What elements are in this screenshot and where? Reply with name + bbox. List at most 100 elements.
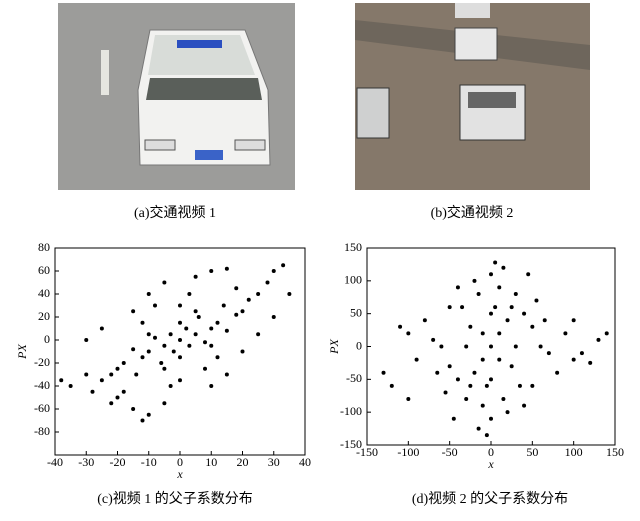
y-tick-label: -20 bbox=[34, 355, 50, 369]
point bbox=[116, 396, 120, 400]
point bbox=[477, 427, 481, 431]
point bbox=[489, 417, 493, 421]
point bbox=[84, 338, 88, 342]
point bbox=[539, 345, 543, 349]
point bbox=[543, 318, 547, 322]
point bbox=[501, 266, 505, 270]
caption-b: (b)交通视频 2 bbox=[431, 204, 514, 221]
point bbox=[162, 367, 166, 371]
point bbox=[194, 309, 198, 313]
point bbox=[147, 292, 151, 296]
point bbox=[526, 272, 530, 276]
point bbox=[572, 358, 576, 362]
point bbox=[522, 404, 526, 408]
point bbox=[131, 407, 135, 411]
point bbox=[580, 351, 584, 355]
y-tick-label: 150 bbox=[344, 240, 362, 254]
point bbox=[448, 364, 452, 368]
point bbox=[605, 331, 609, 335]
y-tick-label: 60 bbox=[38, 263, 50, 277]
y-tick-label: -100 bbox=[340, 404, 362, 418]
point bbox=[460, 305, 464, 309]
photo-b bbox=[355, 3, 590, 190]
x-tick-label: -30 bbox=[78, 455, 94, 469]
point bbox=[510, 364, 514, 368]
x-tick-label: 20 bbox=[237, 455, 249, 469]
x-tick-label: 40 bbox=[299, 455, 311, 469]
point bbox=[489, 377, 493, 381]
point bbox=[481, 331, 485, 335]
photo-a bbox=[58, 3, 295, 190]
point bbox=[141, 321, 145, 325]
point bbox=[241, 309, 245, 313]
x-axis-label: x bbox=[176, 467, 183, 481]
point bbox=[493, 260, 497, 264]
point bbox=[256, 332, 260, 336]
x-tick-label: -50 bbox=[442, 445, 458, 459]
point bbox=[390, 384, 394, 388]
point bbox=[178, 378, 182, 382]
y-tick-label: -40 bbox=[34, 378, 50, 392]
point bbox=[153, 336, 157, 340]
point bbox=[472, 279, 476, 283]
point bbox=[131, 309, 135, 313]
point bbox=[423, 318, 427, 322]
y-axis-label: PX bbox=[327, 339, 341, 355]
point bbox=[415, 358, 419, 362]
point bbox=[514, 292, 518, 296]
point bbox=[209, 269, 213, 273]
point bbox=[100, 378, 104, 382]
point bbox=[444, 390, 448, 394]
point bbox=[439, 345, 443, 349]
plot-frame bbox=[55, 248, 305, 455]
point bbox=[514, 345, 518, 349]
point bbox=[497, 358, 501, 362]
point bbox=[59, 378, 63, 382]
point bbox=[485, 384, 489, 388]
x-tick-label: -20 bbox=[110, 455, 126, 469]
caption-a: (a)交通视频 1 bbox=[134, 204, 216, 221]
point bbox=[84, 373, 88, 377]
point bbox=[435, 371, 439, 375]
point bbox=[197, 315, 201, 319]
point bbox=[216, 321, 220, 325]
point bbox=[485, 433, 489, 437]
point bbox=[510, 305, 514, 309]
x-tick-label: 10 bbox=[205, 455, 217, 469]
chart-caption: (d)视频 2 的父子系数分布 bbox=[412, 491, 568, 507]
point bbox=[506, 318, 510, 322]
point bbox=[456, 377, 460, 381]
point bbox=[497, 331, 501, 335]
point bbox=[588, 361, 592, 365]
point bbox=[162, 344, 166, 348]
point bbox=[234, 286, 238, 290]
point bbox=[209, 384, 213, 388]
x-tick-label: 150 bbox=[606, 445, 624, 459]
point bbox=[203, 367, 207, 371]
point bbox=[172, 350, 176, 354]
point bbox=[184, 327, 188, 331]
point bbox=[147, 332, 151, 336]
point bbox=[472, 371, 476, 375]
point bbox=[468, 384, 472, 388]
y-tick-label: 0 bbox=[356, 338, 362, 352]
point bbox=[518, 384, 522, 388]
point bbox=[493, 305, 497, 309]
point bbox=[530, 384, 534, 388]
point bbox=[563, 331, 567, 335]
point bbox=[134, 373, 138, 377]
point bbox=[209, 344, 213, 348]
y-tick-label: -60 bbox=[34, 401, 50, 415]
x-axis-label: x bbox=[487, 457, 494, 471]
point bbox=[147, 413, 151, 417]
point bbox=[122, 361, 126, 365]
point bbox=[225, 329, 229, 333]
point bbox=[153, 304, 157, 308]
point bbox=[468, 325, 472, 329]
point bbox=[596, 338, 600, 342]
point bbox=[109, 401, 113, 405]
point bbox=[534, 299, 538, 303]
point bbox=[406, 397, 410, 401]
point bbox=[178, 355, 182, 359]
point bbox=[109, 373, 113, 377]
